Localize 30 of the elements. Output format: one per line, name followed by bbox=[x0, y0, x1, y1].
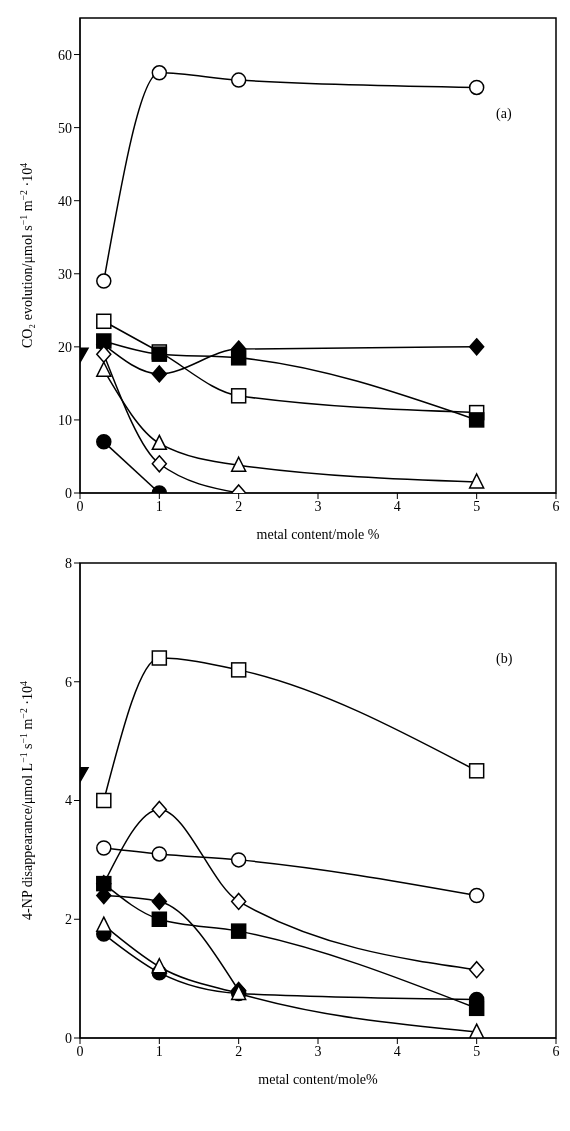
y-tick-label: 2 bbox=[65, 912, 72, 928]
x-tick-label: 5 bbox=[473, 498, 481, 514]
x-tick-label: 3 bbox=[314, 498, 322, 514]
y-tick-label: 10 bbox=[58, 412, 72, 428]
x-tick-label: 6 bbox=[552, 498, 560, 514]
x-tick-label: 1 bbox=[155, 498, 163, 514]
y-tick-label: 60 bbox=[58, 47, 72, 63]
x-tick-label: 6 bbox=[552, 1043, 560, 1059]
x-tick-label: 0 bbox=[76, 1043, 84, 1059]
x-tick-label: 1 bbox=[155, 1043, 163, 1059]
y-tick-label: 0 bbox=[65, 485, 72, 501]
x-tick-label: 2 bbox=[235, 1043, 243, 1059]
y-tick-label: 4 bbox=[65, 793, 72, 809]
x-tick-label: 4 bbox=[393, 498, 401, 514]
x-axis-title: metal content/mole % bbox=[256, 527, 380, 542]
y-tick-label: 8 bbox=[65, 555, 72, 571]
x-tick-label: 2 bbox=[235, 498, 243, 514]
x-axis-title: metal content/mole% bbox=[258, 1072, 379, 1087]
y-tick-label: 6 bbox=[65, 674, 72, 690]
x-tick-label: 4 bbox=[393, 1043, 401, 1059]
y-tick-label: 50 bbox=[58, 120, 72, 136]
y-tick-label: 40 bbox=[58, 193, 72, 209]
x-tick-label: 3 bbox=[314, 1043, 322, 1059]
x-tick-label: 5 bbox=[473, 1043, 481, 1059]
y-tick-label: 20 bbox=[58, 339, 72, 355]
x-tick-label: 0 bbox=[76, 498, 84, 514]
annotation: (b) bbox=[496, 651, 513, 667]
y-tick-label: 0 bbox=[65, 1030, 72, 1046]
y-tick-label: 30 bbox=[58, 266, 72, 282]
annotation: (a) bbox=[496, 106, 512, 122]
